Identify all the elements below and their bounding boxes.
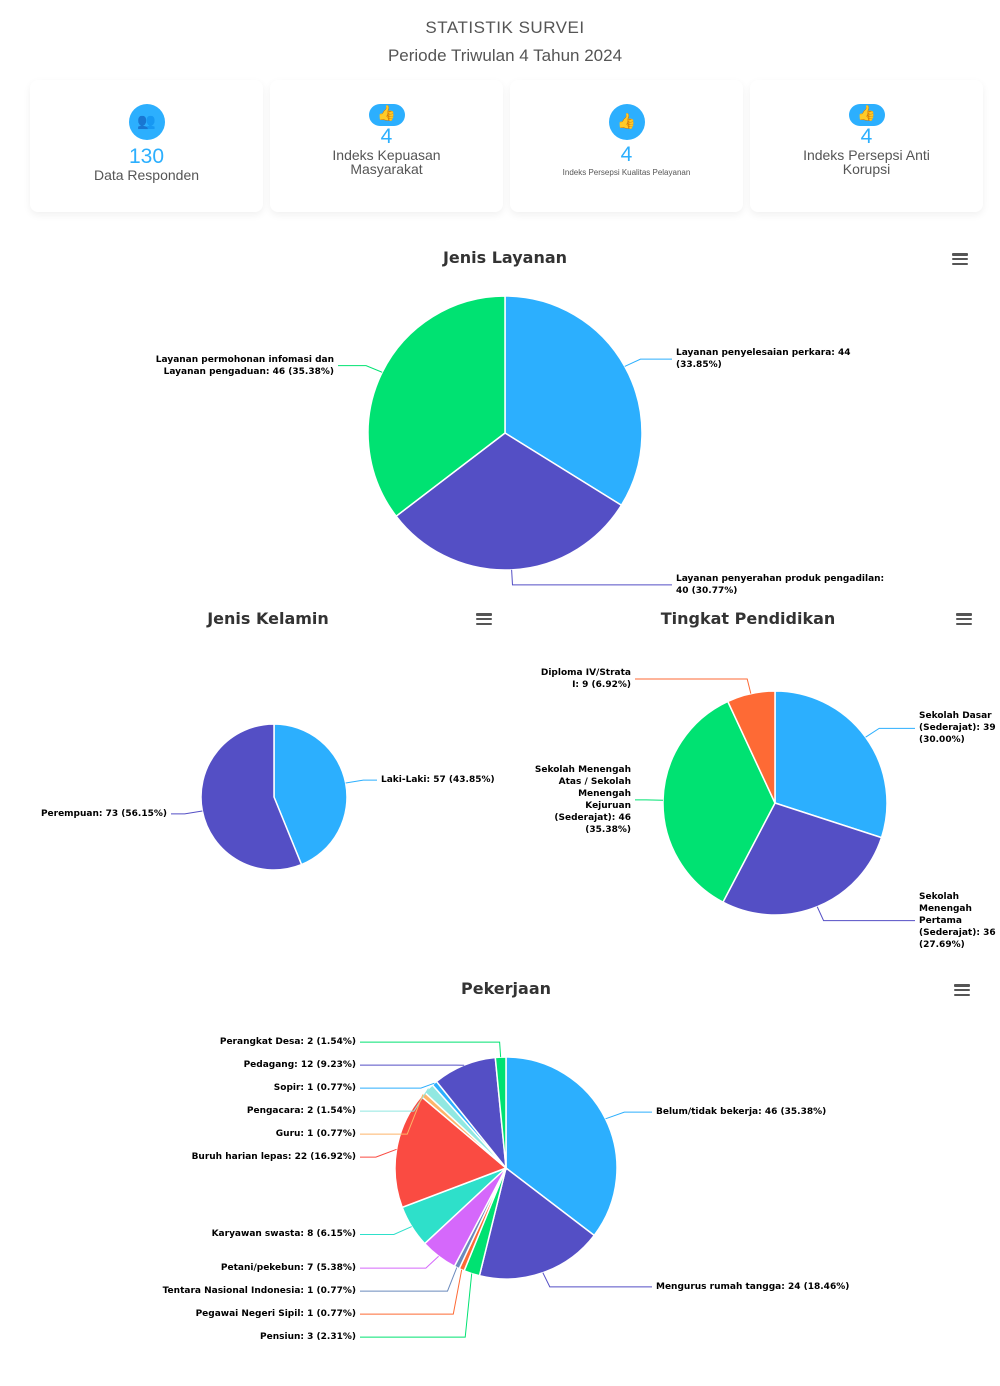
users-icon: 👥 bbox=[128, 104, 165, 140]
pie-slice[interactable] bbox=[200, 723, 303, 871]
hamburger-menu-icon[interactable] bbox=[954, 984, 970, 997]
data-label: Pedagang: 12 (9.23%) bbox=[243, 1060, 356, 1071]
data-label: Petani/pekebun: 7 (5.38%) bbox=[220, 1263, 356, 1274]
pie-slice[interactable] bbox=[721, 802, 883, 916]
data-label: Guru: 1 (0.77%) bbox=[275, 1129, 356, 1140]
chart-title-pekerjaan: Pekerjaan bbox=[461, 979, 551, 998]
pie-slice[interactable] bbox=[395, 432, 623, 571]
connector-line bbox=[816, 906, 915, 922]
card-ipkp: 👍 4 Indeks Persepsi Kualitas Pelayanan bbox=[510, 80, 743, 212]
card-value: 4 bbox=[380, 125, 393, 148]
card-data-responden: 👥 130 Data Responden bbox=[30, 80, 263, 212]
data-label: Layanan penyerahan produk pengadilan: 40… bbox=[676, 573, 885, 596]
card-label: Indeks Persepsi Anti Korupsi bbox=[803, 147, 930, 177]
connector-line bbox=[635, 678, 752, 694]
card-ikm: 👍 4 Indeks Kepuasan Masyarakat bbox=[270, 80, 503, 212]
connector-line bbox=[360, 1255, 439, 1269]
chart-title-jenis-kelamin: Jenis Kelamin bbox=[207, 609, 329, 628]
data-label: Mengurus rumah tangga: 24 (18.46%) bbox=[656, 1281, 850, 1292]
connector-line bbox=[338, 365, 383, 373]
thumbs-up-icon: 👍 bbox=[608, 104, 645, 140]
card-label: Indeks Persepsi Kualitas Pelayanan bbox=[562, 168, 691, 177]
data-label: Pengacara: 2 (1.54%) bbox=[246, 1106, 356, 1117]
connector-line bbox=[605, 1111, 652, 1120]
connector-line bbox=[360, 1269, 463, 1315]
connector-line bbox=[624, 358, 672, 367]
page-title: STATISTIK SURVEI bbox=[425, 18, 585, 37]
connector-line bbox=[865, 727, 915, 738]
data-label: Pegawai Negeri Sipil: 1 (0.77%) bbox=[195, 1309, 356, 1320]
connector-line bbox=[360, 1041, 502, 1058]
chart-title-jenis-layanan: Jenis Layanan bbox=[442, 248, 568, 267]
pie-slice[interactable] bbox=[505, 1056, 618, 1237]
pie-slice[interactable] bbox=[494, 1056, 507, 1169]
pie-slice[interactable] bbox=[662, 700, 776, 904]
connector-line bbox=[345, 779, 377, 784]
data-label: Sopir: 1 (0.77%) bbox=[273, 1083, 356, 1094]
connector-line bbox=[542, 1272, 652, 1288]
pie-slice[interactable] bbox=[394, 1095, 508, 1209]
connector-line bbox=[171, 810, 203, 815]
thumbs-up-icon: 👍 bbox=[848, 104, 885, 126]
data-label: Diploma IV/Strata I: 9 (6.92%) bbox=[540, 667, 631, 690]
card-label: Indeks Kepuasan Masyarakat bbox=[332, 147, 441, 177]
hamburger-menu-icon[interactable] bbox=[956, 613, 972, 626]
data-label: Sekolah Menengah Atas / Sekolah Menengah… bbox=[534, 764, 631, 835]
connector-line bbox=[360, 1082, 435, 1089]
page-subtitle: Periode Triwulan 4 Tahun 2024 bbox=[387, 46, 623, 65]
pie-slice[interactable] bbox=[273, 723, 348, 866]
chart-title-tingkat-pendidikan: Tingkat Pendidikan bbox=[660, 609, 836, 628]
card-value: 130 bbox=[128, 145, 165, 168]
data-label: Perempuan: 73 (56.15%) bbox=[40, 808, 167, 819]
data-label: Buruh harian lepas: 22 (16.92%) bbox=[191, 1152, 356, 1163]
connector-line bbox=[360, 1088, 429, 1112]
connector-line bbox=[360, 1267, 458, 1292]
data-label: Laki-Laki: 57 (43.85%) bbox=[381, 775, 495, 786]
pie-slice[interactable] bbox=[478, 1166, 596, 1280]
data-label: Sekolah Dasar (Sederajat): 39 (30.00%) bbox=[919, 711, 996, 746]
connector-line bbox=[360, 1094, 424, 1135]
data-label: Pensiun: 3 (2.31%) bbox=[260, 1332, 356, 1343]
card-value: 4 bbox=[860, 125, 873, 148]
hamburger-menu-icon[interactable] bbox=[476, 613, 492, 626]
data-label: Layanan penyelesaian perkara: 44 (33.85%… bbox=[676, 348, 851, 371]
data-label: Layanan permohonan infomasi dan Layanan … bbox=[155, 354, 334, 377]
connector-line bbox=[360, 1273, 473, 1338]
data-label: Belum/tidak bekerja: 46 (35.38%) bbox=[656, 1107, 827, 1118]
pie-slice[interactable] bbox=[367, 295, 506, 518]
data-label: Perangkat Desa: 2 (1.54%) bbox=[219, 1037, 356, 1048]
thumbs-up-icon: 👍 bbox=[368, 104, 405, 126]
data-label: Sekolah Menengah Pertama (Sederajat): 36… bbox=[919, 891, 996, 950]
connector-line bbox=[360, 1226, 412, 1235]
card-ipak: 👍 4 Indeks Persepsi Anti Korupsi bbox=[750, 80, 983, 212]
connector-line bbox=[360, 1148, 397, 1158]
data-label: Tentara Nasional Indonesia: 1 (0.77%) bbox=[162, 1286, 356, 1297]
card-label: Data Responden bbox=[93, 167, 200, 183]
data-label: Karyawan swasta: 8 (6.15%) bbox=[211, 1229, 356, 1240]
connector-line bbox=[511, 569, 672, 586]
pie-slice[interactable] bbox=[774, 690, 888, 839]
hamburger-menu-icon[interactable] bbox=[952, 253, 968, 266]
card-value: 4 bbox=[620, 143, 633, 166]
